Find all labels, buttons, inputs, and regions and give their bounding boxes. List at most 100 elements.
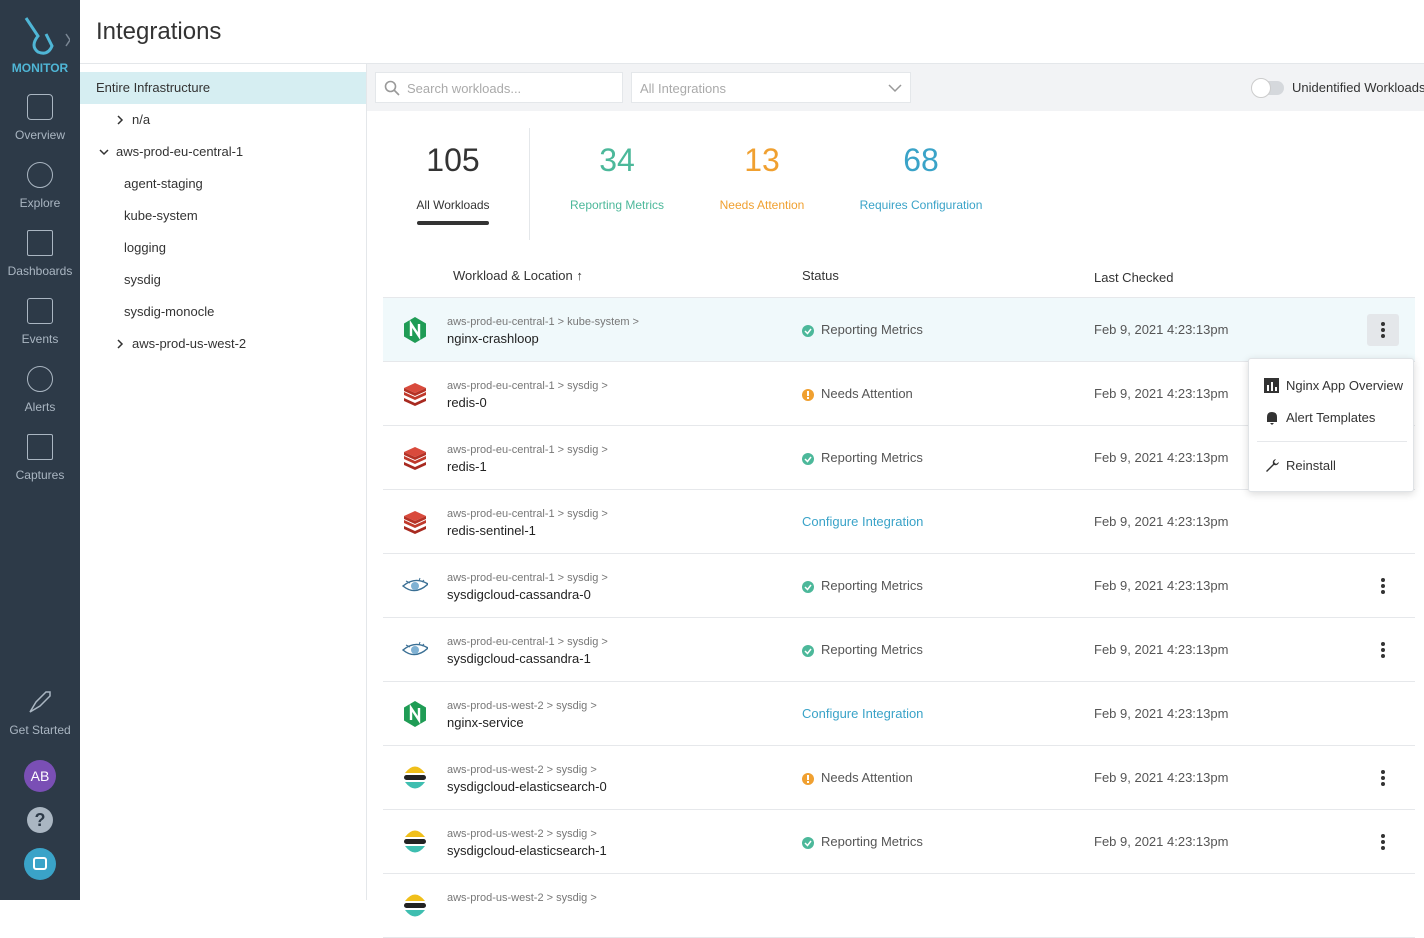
- table-row[interactable]: aws-prod-eu-central-1 > sysdig > redis-1 R…: [383, 426, 1415, 490]
- get-started[interactable]: Get Started: [9, 723, 71, 737]
- workload-name: sysdigcloud-elasticsearch-0: [447, 779, 607, 794]
- help[interactable]: ?: [27, 807, 53, 833]
- context-menu: Nginx App Overview Alert Templates Reins…: [1248, 358, 1414, 492]
- nav-icon[interactable]: [27, 94, 53, 120]
- workload-location: aws-prod-eu-central-1 > sysdig >: [447, 636, 608, 648]
- row-menu-button[interactable]: [1367, 826, 1399, 858]
- workload-location: aws-prod-us-west-2 > sysdig >: [447, 764, 597, 776]
- stats-divider: [529, 128, 530, 240]
- tree-item[interactable]: sysdig-monocle: [124, 304, 215, 319]
- chevron[interactable]: [115, 339, 125, 349]
- nav-label[interactable]: Captures: [15, 468, 65, 482]
- filter-dropdown[interactable]: All Integrations: [631, 72, 911, 103]
- workload-location: aws-prod-eu-central-1 > sysdig >: [447, 508, 608, 520]
- nav-icon[interactable]: [27, 434, 53, 460]
- stat-value[interactable]: 34: [599, 142, 635, 178]
- stat-label[interactable]: Needs Attention: [719, 198, 805, 212]
- tree-item[interactable]: kube-system: [124, 208, 198, 223]
- row-menu-button[interactable]: [1367, 314, 1399, 346]
- toggle[interactable]: [1251, 78, 1284, 98]
- tree-item[interactable]: n/a: [132, 112, 151, 127]
- table-row[interactable]: aws-prod-us-west-2 > sysdig > nginx-servi…: [383, 682, 1415, 746]
- chevron[interactable]: [99, 147, 109, 157]
- menu-item[interactable]: Nginx App Overview: [1286, 378, 1404, 393]
- table-row[interactable]: aws-prod-us-west-2 > sysdig > sysdigcloud…: [383, 746, 1415, 810]
- logo: [24, 17, 70, 55]
- stat-value[interactable]: 68: [903, 142, 939, 178]
- divider: [80, 63, 1424, 64]
- tree-item[interactable]: agent-staging: [124, 176, 203, 191]
- col-header[interactable]: Status: [802, 268, 839, 283]
- col-header[interactable]: Workload & Location ↑: [453, 268, 583, 283]
- table-row[interactable]: aws-prod-eu-central-1 > kube-system > ngi…: [383, 298, 1415, 362]
- integration-icon: [404, 894, 426, 917]
- nav-label[interactable]: Overview: [14, 128, 65, 142]
- last-checked: Feb 9, 2021 4:23:13pm: [1094, 578, 1229, 593]
- tree-item[interactable]: logging: [124, 240, 166, 255]
- nav-label[interactable]: Events: [21, 332, 59, 346]
- workload-name: sysdigcloud-elasticsearch-1: [447, 843, 607, 858]
- status-dot: [802, 325, 814, 337]
- avatar[interactable]: AB: [24, 760, 56, 792]
- status: Reporting Metrics: [802, 322, 923, 337]
- nav-icon[interactable]: [27, 366, 53, 392]
- status-dot: [802, 453, 814, 465]
- nav-label[interactable]: Dashboards: [7, 264, 73, 278]
- last-checked: Feb 9, 2021 4:23:13pm: [1094, 834, 1229, 849]
- search-placeholder: Search workloads...: [407, 81, 522, 96]
- status-dot: [802, 773, 814, 785]
- toggle-label: Unidentified Workloads: [1292, 80, 1424, 95]
- nav-icon[interactable]: [27, 298, 53, 324]
- nav-icon[interactable]: [27, 162, 53, 188]
- stat-value[interactable]: 105: [426, 142, 480, 178]
- status[interactable]: Configure Integration: [802, 514, 924, 529]
- last-checked: Feb 9, 2021 4:23:13pm: [1094, 514, 1229, 529]
- table-row[interactable]: aws-prod-us-west-2 > sysdig > sysdigcloud…: [383, 810, 1415, 874]
- tree-item[interactable]: aws-prod-eu-central-1: [116, 144, 244, 159]
- workload-location: aws-prod-us-west-2 > sysdig >: [447, 828, 597, 840]
- menu-item[interactable]: Alert Templates: [1286, 410, 1376, 425]
- table-row[interactable]: aws-prod-eu-central-1 > sysdig > redis-se…: [383, 490, 1415, 554]
- workload-location: aws-prod-us-west-2 > sysdig >: [447, 700, 597, 712]
- table-row[interactable]: aws-prod-us-west-2 > sysdig >: [383, 874, 1415, 938]
- nav-label[interactable]: Alerts: [24, 400, 56, 414]
- status-dot: [802, 581, 814, 593]
- tree-selected: [80, 72, 366, 104]
- status: Reporting Metrics: [802, 578, 923, 593]
- table-row[interactable]: aws-prod-eu-central-1 > sysdig > redis-0 N…: [383, 362, 1415, 426]
- tree-item[interactable]: aws-prod-us-west-2: [132, 336, 247, 351]
- col-header[interactable]: Last Checked: [1094, 270, 1174, 285]
- chevron[interactable]: [115, 115, 125, 125]
- chat[interactable]: [24, 848, 56, 880]
- stat-label[interactable]: Requires Configuration: [859, 198, 983, 212]
- row-menu-button[interactable]: [1367, 634, 1399, 666]
- toolbar: Search workloads... All Integrations Uni…: [367, 64, 1424, 111]
- workload-location: aws-prod-eu-central-1 > sysdig >: [447, 572, 608, 584]
- stat-label[interactable]: All Workloads: [416, 198, 490, 212]
- table-row[interactable]: aws-prod-eu-central-1 > sysdig > sysdigcl…: [383, 554, 1415, 618]
- nav-label[interactable]: Explore: [19, 196, 61, 210]
- tree-item[interactable]: Entire Infrastructure: [96, 80, 211, 95]
- stat-label[interactable]: Reporting Metrics: [569, 198, 665, 212]
- stat-value[interactable]: 13: [744, 142, 780, 178]
- status: Needs Attention: [802, 770, 913, 785]
- row-menu-button[interactable]: [1367, 762, 1399, 794]
- row-menu-button[interactable]: [1367, 570, 1399, 602]
- nav-icon[interactable]: [27, 230, 53, 256]
- status: Reporting Metrics: [802, 642, 923, 657]
- status[interactable]: Configure Integration: [802, 706, 924, 721]
- status: Reporting Metrics: [802, 834, 923, 849]
- workload-name: sysdigcloud-cassandra-1: [447, 651, 591, 666]
- integration-icon: [404, 383, 426, 406]
- integration-icon: [404, 317, 426, 343]
- menu-item[interactable]: Reinstall: [1286, 458, 1336, 473]
- workload-name: nginx-crashloop: [447, 331, 539, 346]
- tree-item[interactable]: sysdig: [124, 272, 161, 287]
- rocket-icon: [29, 691, 51, 713]
- integration-icon: [404, 830, 426, 853]
- workload-location: aws-prod-eu-central-1 > sysdig >: [447, 380, 608, 392]
- table-row[interactable]: aws-prod-eu-central-1 > sysdig > sysdigcl…: [383, 618, 1415, 682]
- workload-name: redis-0: [447, 395, 487, 410]
- search-box[interactable]: Search workloads...: [375, 72, 623, 103]
